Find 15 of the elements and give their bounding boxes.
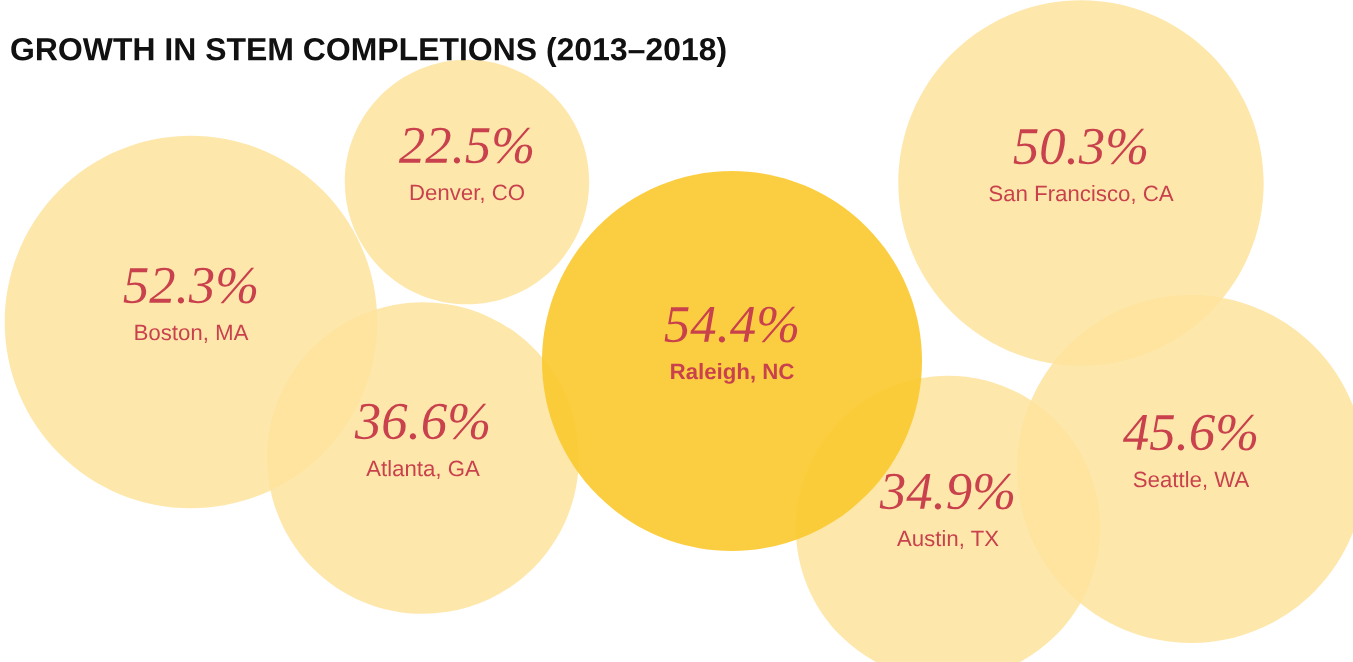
data-label: 36.6% xyxy=(354,403,489,440)
data-label: 34.9% xyxy=(879,473,1014,510)
data-label: 50.3% xyxy=(1013,128,1147,165)
category-label: Seattle, WA xyxy=(1133,471,1250,490)
category-label: Raleigh, NC xyxy=(671,363,794,384)
data-label: 22.5% xyxy=(398,127,533,164)
data-label: 45.6% xyxy=(1122,414,1257,451)
category-label: Atlanta, GA xyxy=(366,460,480,479)
data-label: 54.4% xyxy=(664,306,798,343)
category-label: San Francisco, CA xyxy=(989,185,1174,204)
category-label: Austin, TX xyxy=(896,530,999,549)
category-label: Denver, CO xyxy=(410,184,524,203)
category-label: Boston, MA xyxy=(135,324,249,343)
text: GROWTH IN STEM COMPLETIONS (2013–2018) xyxy=(11,37,726,67)
data-label: 52.3% xyxy=(123,267,257,304)
